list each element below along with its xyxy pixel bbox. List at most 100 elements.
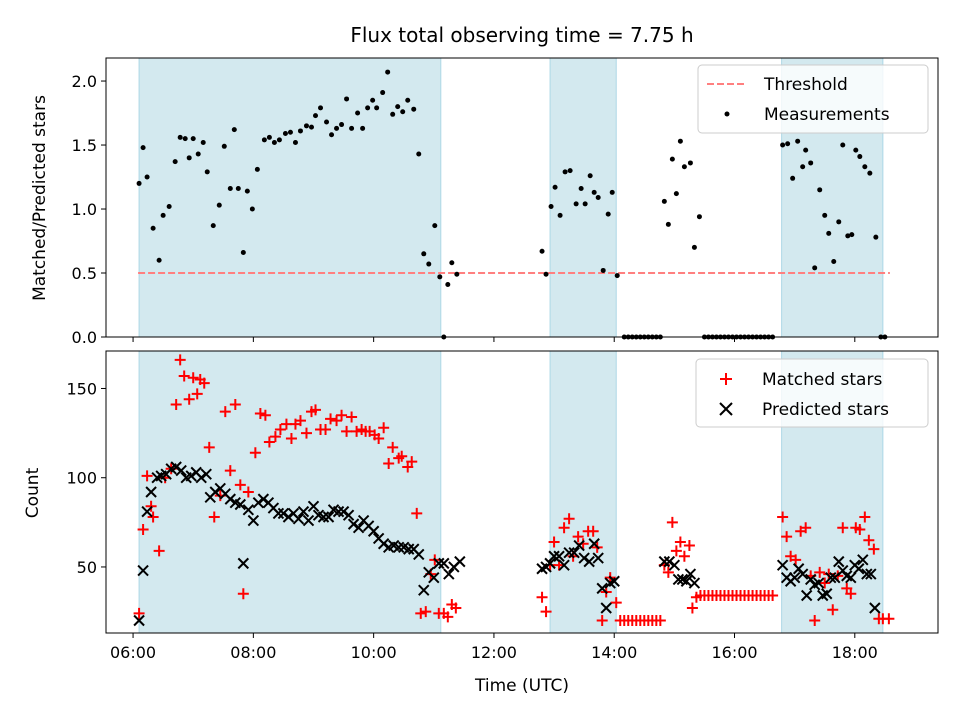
- predicted-star-point: [861, 568, 873, 580]
- matched-star-point: [229, 399, 241, 411]
- measurement-point: [172, 159, 178, 165]
- measurement-point: [355, 110, 361, 116]
- predicted-star-point: [438, 557, 450, 570]
- matched-star-point: [854, 523, 866, 535]
- matched-star-point: [563, 513, 575, 525]
- matched-star-point: [558, 522, 570, 534]
- matched-star-point: [383, 457, 395, 469]
- predicted-star-point: [608, 575, 620, 587]
- predicted-star-point: [352, 521, 365, 534]
- matched-star-point: [863, 534, 875, 546]
- matched-star-point: [147, 511, 159, 523]
- matched-star-point: [153, 545, 165, 557]
- predicted-star-point: [573, 539, 585, 552]
- measurement-point: [144, 174, 150, 180]
- predicted-star-point: [242, 504, 255, 516]
- measurement-point: [677, 138, 683, 144]
- predicted-star-point: [568, 546, 580, 559]
- predicted-star-point: [821, 588, 833, 600]
- measurement-point: [380, 90, 386, 96]
- matched-star-point: [170, 399, 182, 411]
- measurement-point: [411, 106, 417, 112]
- top-y-axis-label: Matched/Predicted stars: [30, 95, 50, 301]
- y-tick-label: 1.5: [72, 136, 97, 155]
- measurement-point: [539, 248, 545, 254]
- measurement-point: [334, 125, 340, 131]
- predicted-star-point: [833, 555, 845, 568]
- predicted-star-point: [392, 541, 405, 554]
- measurement-point: [195, 151, 201, 157]
- predicted-star-point: [668, 559, 681, 571]
- measurement-point: [318, 105, 324, 111]
- predicted-star-point: [175, 464, 187, 477]
- measurement-point: [595, 195, 601, 200]
- measurement-point: [445, 282, 451, 288]
- predicted-star-point: [796, 568, 809, 580]
- shaded-interval: [138, 57, 442, 338]
- measurement-point: [150, 225, 156, 231]
- matched-star-point: [572, 531, 584, 543]
- measurement-point: [177, 134, 183, 140]
- measurement-point: [600, 267, 606, 273]
- measurement-point: [591, 189, 597, 195]
- matched-star-point: [837, 522, 849, 534]
- bottom-y-axis-label: Count: [23, 467, 43, 518]
- measurement-point: [266, 134, 272, 140]
- predicted-star-point: [433, 557, 445, 570]
- predicted-star-point: [337, 505, 350, 518]
- legend-measurements-label: Measurements: [764, 105, 890, 125]
- top-legend: Threshold Measurements: [697, 64, 929, 134]
- predicted-star-point: [578, 552, 590, 564]
- measurement-point: [605, 211, 611, 217]
- x-tick-label: 06:00: [110, 643, 156, 662]
- measurement-point: [587, 173, 593, 179]
- measurement-point: [235, 186, 241, 192]
- measurement-point: [567, 168, 573, 174]
- predicted-star-point: [548, 550, 560, 562]
- measurement-point: [308, 124, 314, 130]
- predicted-star-point: [658, 555, 671, 568]
- matched-star-point: [331, 415, 343, 427]
- measurement-point: [395, 104, 401, 110]
- matched-star-point: [868, 543, 880, 555]
- x-tick-label: 16:00: [711, 643, 757, 662]
- predicted-star-point: [145, 486, 157, 498]
- measurement-point: [204, 169, 210, 175]
- predicted-star-point: [853, 563, 865, 575]
- predicted-star-point: [347, 518, 360, 530]
- predicted-star-point: [553, 550, 565, 562]
- predicted-star-point: [247, 514, 260, 527]
- matched-star-point: [450, 602, 462, 614]
- matched-star-point: [141, 470, 153, 482]
- matched-star-point: [133, 607, 145, 619]
- predicted-star-point: [403, 543, 415, 555]
- measurement-point: [578, 186, 584, 192]
- matched-star-point: [341, 425, 353, 437]
- measurement-point: [432, 223, 438, 229]
- measurement-point: [416, 151, 422, 157]
- y-tick-label: 0.0: [72, 328, 97, 347]
- measurement-point: [221, 143, 227, 149]
- top-panel: 0.00.51.01.52.0 Matched/Predicted stars …: [30, 57, 939, 347]
- measurement-point: [421, 251, 427, 257]
- measurement-point: [687, 160, 693, 166]
- measurement-point: [609, 189, 615, 195]
- predicted-star-point: [845, 571, 857, 584]
- predicted-star-point: [563, 546, 575, 559]
- matched-star-point: [670, 545, 682, 557]
- measurement-point: [140, 145, 146, 151]
- matched-star-point: [183, 393, 195, 405]
- matched-star-point: [274, 424, 286, 436]
- measurement-point: [313, 113, 319, 119]
- matched-star-point: [587, 525, 599, 537]
- measurement-point: [405, 97, 411, 103]
- predicted-star-point: [141, 505, 153, 518]
- matched-star-point: [346, 411, 358, 423]
- predicted-star-point: [592, 552, 604, 564]
- y-tick-label: 1.0: [72, 200, 97, 219]
- legend-matched-swatch: [720, 373, 732, 385]
- matched-star-point: [596, 615, 608, 627]
- measurement-point: [665, 221, 671, 227]
- chart-title: Flux total observing time = 7.75 h: [350, 23, 693, 47]
- measurement-point: [803, 147, 809, 153]
